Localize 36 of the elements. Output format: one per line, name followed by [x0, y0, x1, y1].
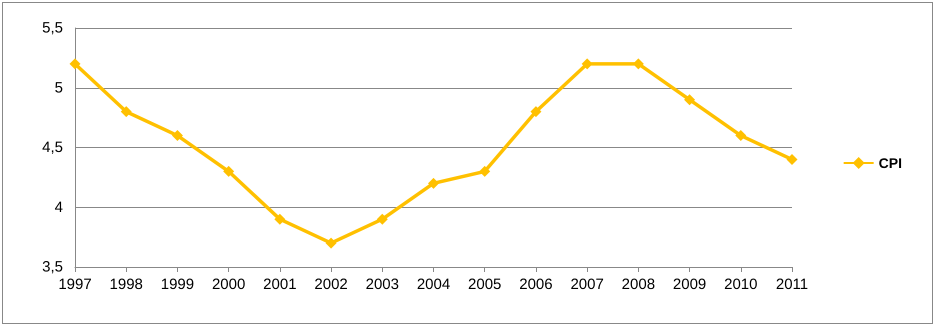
point	[530, 106, 542, 118]
point	[120, 106, 132, 118]
x-tick-label: 1997	[58, 276, 92, 293]
x-tick-label: 2009	[672, 276, 706, 293]
point	[582, 58, 593, 70]
point	[684, 94, 696, 106]
x-tick-label: 2002	[314, 276, 348, 293]
point	[326, 238, 337, 249]
y-tick-label: 5	[54, 79, 63, 96]
point	[428, 178, 439, 189]
point	[223, 166, 234, 177]
y-tick-label: 4	[54, 198, 63, 216]
y-tick-label: 3,5	[42, 258, 63, 276]
point	[376, 214, 388, 225]
y-tick-label: 5,5	[42, 20, 63, 36]
x-tick-label: 1998	[110, 276, 143, 293]
point	[172, 130, 183, 142]
y-tick-label: 4,5	[42, 139, 63, 156]
x-tick-label: 2005	[468, 276, 502, 293]
x-tick-label: 2011	[776, 276, 808, 293]
x-tick-label: 2008	[622, 276, 656, 293]
point	[274, 214, 286, 225]
legend-label: CPI	[878, 155, 902, 171]
point	[479, 166, 490, 177]
point	[786, 154, 798, 165]
x-tick-label: 2007	[570, 276, 604, 293]
x-tick-label: 2006	[519, 276, 553, 293]
x-tick-label: 2004	[416, 276, 450, 293]
x-tick-label: 2010	[724, 276, 758, 293]
x-tick-label: 2003	[366, 276, 399, 293]
point	[735, 130, 746, 142]
point	[70, 58, 80, 70]
point	[632, 58, 644, 70]
x-tick-label: 2000	[212, 276, 246, 293]
x-tick-label: 2001	[263, 276, 297, 293]
x-tick-label: 1999	[160, 276, 194, 293]
